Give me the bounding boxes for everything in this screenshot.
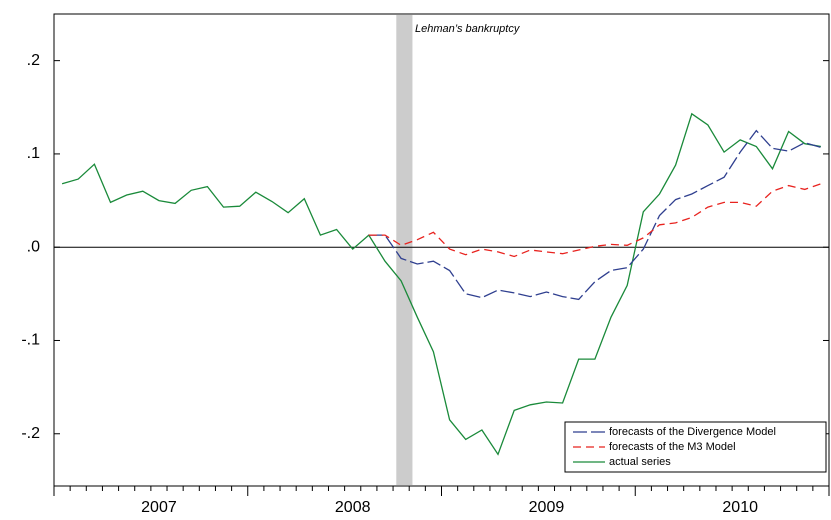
series-line xyxy=(368,129,822,301)
legend-box xyxy=(564,421,827,473)
x-tick-label: 2007 xyxy=(141,499,177,516)
x-tick-label: 2010 xyxy=(722,499,758,516)
legend-label: forecasts of the M3 Model xyxy=(609,441,736,453)
series-line xyxy=(368,183,822,258)
shade-band xyxy=(396,15,413,485)
y-tick-label: .1 xyxy=(27,145,40,162)
series-line xyxy=(61,112,822,456)
x-tick-label: 2008 xyxy=(335,499,371,516)
plot-frame xyxy=(53,13,830,487)
legend-label: actual series xyxy=(609,456,671,468)
x-tick-label: 2009 xyxy=(529,499,565,516)
y-tick-label: -.2 xyxy=(21,425,40,442)
y-tick-label: .2 xyxy=(27,52,40,69)
annotation: Lehman’s bankruptcy xyxy=(415,23,521,35)
y-tick-label: -.1 xyxy=(21,332,40,349)
y-tick-label: .0 xyxy=(27,238,40,255)
legend-label: forecasts of the Divergence Model xyxy=(609,426,776,438)
